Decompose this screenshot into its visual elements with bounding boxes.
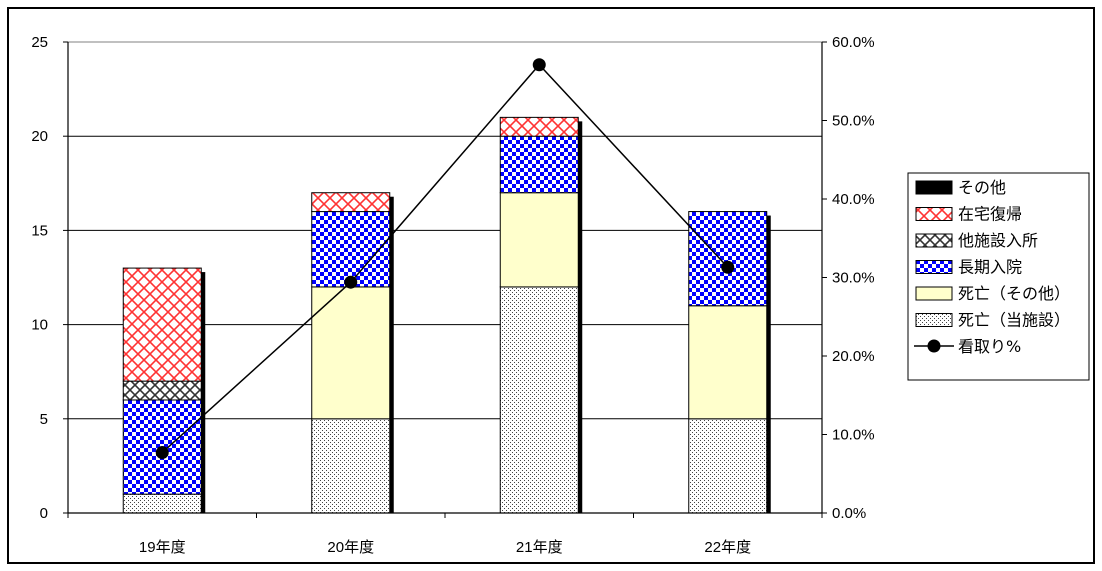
line-series-point (344, 275, 358, 289)
left-axis-tick-label: 5 (40, 411, 48, 428)
right-axis-tick-label: 10.0% (832, 427, 875, 444)
legend-swatch (915, 180, 953, 195)
legend-line-marker (927, 339, 941, 353)
legend-swatch (915, 313, 953, 327)
left-axis-tick-label: 0 (40, 505, 48, 522)
bar-segment (311, 211, 391, 288)
x-axis-tick-label: 21年度 (516, 539, 563, 556)
bar-segment (688, 418, 768, 514)
legend-entry-label: その他 (958, 178, 1006, 197)
bar-segment (122, 380, 202, 401)
left-axis-tick-label: 20 (31, 128, 48, 145)
legend-entry-label: 在宅復帰 (958, 205, 1022, 224)
right-axis-tick-label: 30.0% (832, 270, 875, 287)
bar-segment (122, 267, 202, 382)
legend-entry-label: 死亡（その他） (958, 284, 1070, 303)
bar-segment (311, 192, 391, 213)
legend-swatch (915, 260, 953, 274)
bar-segment (122, 493, 202, 514)
legend-swatch (915, 207, 953, 221)
x-axis-tick-label: 19年度 (139, 539, 186, 556)
left-axis-tick-label: 15 (31, 222, 48, 239)
line-series-point (721, 260, 735, 274)
legend-swatch (915, 286, 953, 301)
right-axis-tick-label: 60.0% (832, 34, 875, 51)
bar-shadow (201, 272, 206, 513)
bar-segment (311, 286, 391, 420)
bar-segment (499, 192, 579, 288)
bar-shadow (389, 196, 394, 513)
bar-segment (499, 135, 579, 194)
bar-segment (499, 286, 579, 514)
line-series-point (532, 58, 546, 72)
legend-swatch (915, 233, 953, 248)
x-axis-tick-label: 20年度 (327, 539, 374, 556)
right-axis-tick-label: 50.0% (832, 113, 875, 130)
bar-segment (311, 418, 391, 514)
right-axis-tick-label: 20.0% (832, 348, 875, 365)
line-series-path (161, 63, 729, 454)
bar-shadow (578, 121, 583, 514)
legend-entry-label: 死亡（当施設） (958, 311, 1070, 330)
bar-shadow (766, 215, 771, 513)
legend-entry-label: 他施設入所 (958, 231, 1038, 250)
legend-entry-label: 看取り% (958, 337, 1021, 356)
legend-entry-label: 長期入院 (958, 258, 1022, 277)
left-axis-tick-label: 10 (31, 317, 48, 334)
right-axis-tick-label: 0.0% (832, 505, 866, 522)
x-axis-tick-label: 22年度 (704, 539, 751, 556)
bar-segment (688, 211, 768, 307)
line-series-point (155, 446, 169, 460)
left-axis-tick-label: 25 (31, 34, 48, 51)
bar-segment (499, 116, 579, 137)
bar-segment (688, 305, 768, 420)
right-axis-tick-label: 40.0% (832, 191, 875, 208)
